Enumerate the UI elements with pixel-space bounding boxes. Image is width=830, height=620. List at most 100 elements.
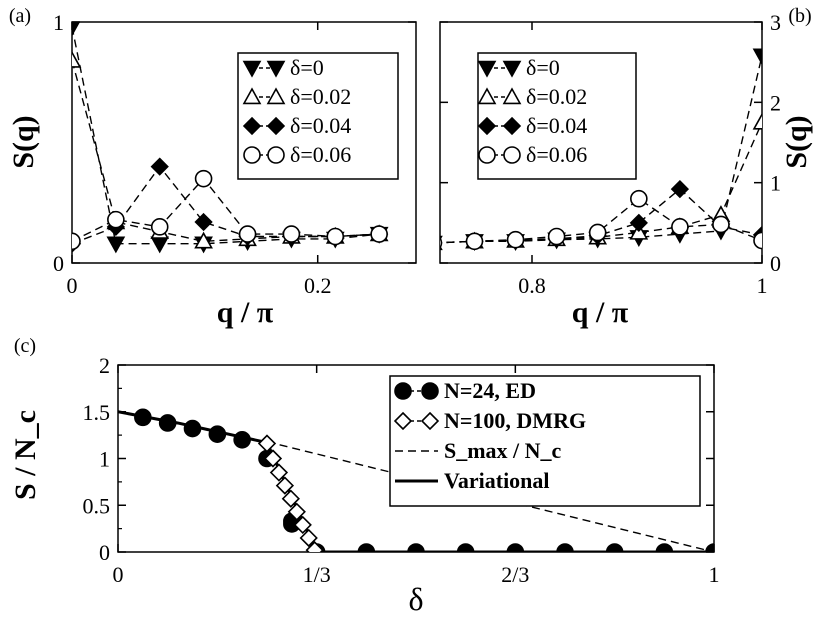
- legend-label: δ=0.02: [526, 84, 587, 109]
- y-tick-label: 1: [53, 10, 64, 35]
- x-axis-label: q / π: [572, 296, 629, 329]
- data-point: [281, 489, 300, 508]
- legend-marker: [477, 60, 497, 78]
- y-tick-label: 0: [99, 540, 110, 565]
- legend-label: δ=0.06: [290, 142, 351, 167]
- data-point: [588, 223, 607, 242]
- plot-area: [72, 22, 389, 254]
- data-point: [150, 236, 170, 254]
- legend-marker: [502, 87, 522, 105]
- data-point: [150, 218, 169, 236]
- legend-marker: [243, 146, 261, 164]
- legend-label: δ=0.06: [526, 142, 587, 167]
- x-tick-label: 0.2: [304, 273, 332, 298]
- legend-marker: [477, 87, 497, 105]
- legend-marker: [242, 87, 262, 105]
- panel-label: (b): [788, 5, 811, 27]
- data-point: [194, 231, 213, 249]
- data-point: [506, 543, 525, 552]
- legend-label: δ=0.04: [526, 113, 587, 138]
- legend-marker: [242, 60, 262, 78]
- plot-area: [440, 48, 762, 251]
- legend-marker: [266, 60, 286, 78]
- legend-label: S_max / N_c: [444, 438, 562, 463]
- legend-box: [389, 375, 701, 507]
- data-point: [357, 543, 376, 552]
- y-axis-label: S(q): [780, 115, 813, 168]
- y-tick-label: 2: [99, 353, 110, 378]
- data-point: [107, 210, 125, 229]
- data-point: [752, 112, 762, 130]
- data-point: [407, 543, 425, 552]
- y-axis-label: S(q): [7, 115, 40, 168]
- plot-area: [118, 408, 714, 552]
- data-point: [605, 543, 624, 552]
- data-point: [440, 235, 443, 241]
- data-point: [299, 528, 318, 548]
- data-point: [655, 543, 674, 552]
- legend-marker: [266, 87, 286, 105]
- plot-frame: [439, 21, 763, 264]
- y-tick-label: 1: [770, 171, 781, 196]
- legend-marker: [502, 60, 522, 78]
- data-point: [671, 218, 689, 236]
- y-tick-label: 0: [53, 251, 64, 276]
- data-point: [134, 408, 152, 427]
- legend-marker: [420, 411, 440, 431]
- panel-a: (a) 0 0.2 0 1 q / π S(q) δ=0 δ=0.02 δ=0.04 δ=0.06: [7, 5, 417, 329]
- legend-label: δ=0.04: [290, 113, 351, 138]
- x-tick-label: 2/3: [501, 562, 529, 587]
- panel-label: (c): [14, 335, 36, 357]
- data-point: [370, 225, 388, 243]
- x-axis-label: q / π: [217, 296, 274, 329]
- data-point: [556, 543, 574, 552]
- legend-label: Variational: [444, 468, 550, 493]
- y-tick-label: 0.5: [83, 493, 111, 518]
- data-point: [150, 157, 169, 176]
- y-tick-label: 3: [770, 10, 781, 35]
- legend-marker: [393, 411, 413, 431]
- data-point: [194, 212, 213, 232]
- y-tick-label: 2: [770, 90, 781, 115]
- x-tick-label: 0: [113, 562, 124, 587]
- data-point: [712, 215, 730, 234]
- data-point: [305, 540, 324, 552]
- data-point: [287, 502, 306, 521]
- legend-label: N=100, DMRG: [444, 408, 586, 433]
- x-tick-label: 1: [709, 562, 720, 587]
- data-point: [547, 227, 566, 246]
- data-point: [233, 430, 251, 449]
- legend-marker: [266, 116, 286, 136]
- panel-c: (c) 0 1/3 2/3 1 0 0.5 1 1.5 2 δ S / N_c N=24, ED N=10…: [9, 335, 720, 617]
- legend-marker: [503, 146, 521, 164]
- data-point: [72, 22, 81, 37]
- legend-marker: [421, 382, 439, 400]
- legend-marker: [478, 146, 496, 164]
- data-point: [238, 225, 257, 243]
- data-point: [282, 225, 301, 243]
- data-point: [752, 48, 762, 66]
- x-tick-label: 0.8: [518, 273, 546, 298]
- legend-label: δ=0.02: [290, 84, 351, 109]
- series-line-3: [440, 197, 762, 244]
- legend-marker: [242, 116, 262, 136]
- data-point: [72, 50, 82, 68]
- legend-marker: [477, 116, 497, 136]
- y-tick-label: 1: [99, 447, 110, 472]
- series-line-2: [266, 440, 714, 552]
- x-tick-label: 1/3: [303, 562, 331, 587]
- data-point: [705, 543, 714, 552]
- data-point: [183, 419, 202, 438]
- data-point: [506, 230, 525, 249]
- data-point: [440, 240, 443, 246]
- x-tick-label: 0: [67, 273, 78, 298]
- data-point: [629, 213, 648, 232]
- legend-marker: [267, 146, 285, 164]
- data-point: [263, 449, 283, 468]
- data-point: [753, 231, 762, 250]
- data-point: [208, 425, 227, 443]
- data-point: [326, 227, 345, 246]
- data-point: [72, 232, 81, 251]
